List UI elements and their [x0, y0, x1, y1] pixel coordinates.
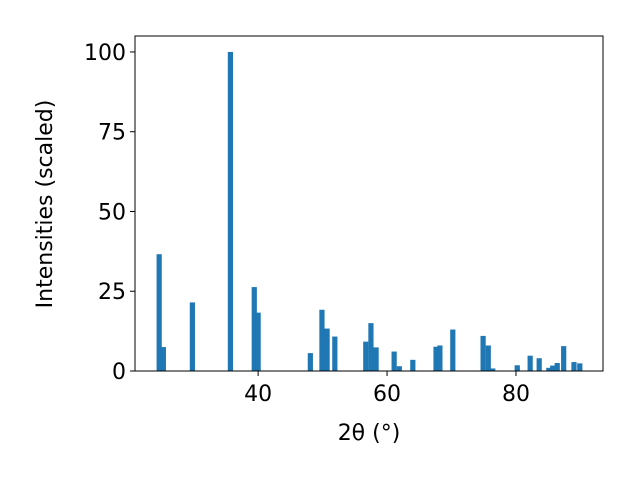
y-tick-label: 100 — [84, 41, 126, 66]
x-tick-label: 80 — [502, 382, 530, 407]
y-tick-label: 50 — [98, 200, 126, 225]
bar — [227, 51, 234, 371]
bar — [554, 363, 560, 371]
bar — [324, 328, 330, 371]
bar — [255, 312, 261, 371]
bar — [319, 309, 325, 371]
bar — [410, 359, 416, 371]
bar — [437, 345, 443, 371]
bar — [368, 323, 374, 371]
bar — [571, 362, 577, 371]
bar — [156, 254, 162, 371]
bar — [536, 358, 542, 371]
bar — [527, 355, 533, 371]
bar — [485, 345, 491, 371]
bar — [160, 347, 166, 371]
bar — [251, 287, 257, 371]
y-tick-label: 25 — [98, 280, 126, 305]
bar — [433, 346, 439, 371]
bar — [189, 302, 195, 371]
y-tick-label: 0 — [112, 360, 126, 385]
bar — [514, 365, 520, 371]
x-tick-label: 60 — [373, 382, 401, 407]
y-axis-label: Intensities (scaled) — [33, 100, 58, 309]
bar — [550, 365, 556, 371]
bar — [577, 363, 583, 371]
bar — [363, 341, 369, 371]
bar — [561, 346, 567, 371]
bar — [307, 353, 313, 371]
y-tick-label: 75 — [98, 121, 126, 146]
bar — [450, 329, 456, 371]
bar — [480, 335, 486, 371]
x-axis-label: 2θ (°) — [338, 421, 401, 446]
bar — [332, 336, 338, 371]
bar — [373, 347, 379, 371]
x-tick-label: 40 — [244, 382, 272, 407]
bar — [396, 366, 402, 371]
bar — [391, 351, 397, 371]
bar — [490, 368, 496, 371]
plot-frame — [134, 35, 604, 372]
bar — [546, 367, 552, 371]
